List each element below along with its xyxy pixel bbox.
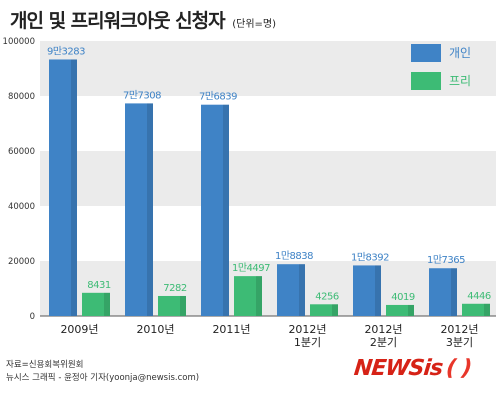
series1-bar (277, 264, 305, 316)
y-tick-label: 80000 (8, 92, 35, 102)
chart-title-text: 개인 및 프리워크아웃 신청자 (10, 10, 226, 32)
series1-bar (353, 265, 381, 316)
logo-paren: ( ) (444, 356, 473, 381)
series2-value-label: 8431 (87, 280, 111, 291)
credit-line: 뉴시스 그래픽 - 윤정아 기자(yoonja@newsis.com) (6, 373, 200, 383)
y-tick-label: 20000 (8, 257, 35, 267)
series2-bar (234, 276, 262, 316)
series1-value-label: 1만8392 (351, 251, 389, 263)
series2-value-label: 4446 (467, 291, 491, 302)
series2-value-label: 7282 (163, 283, 187, 294)
series2-bar-shade (484, 303, 490, 316)
source-line: 자료=신용회복위원회 (6, 360, 84, 370)
series1-bar-shade (451, 268, 457, 316)
series1-value-label: 7만6839 (199, 91, 237, 103)
series1-bar (429, 268, 457, 316)
y-tick-label: 60000 (8, 147, 35, 157)
series1-value-label: 9만3283 (47, 45, 85, 57)
series1-value-label: 7만7308 (123, 89, 161, 101)
series2-bar (158, 295, 186, 316)
series1-value-label: 1만8838 (275, 250, 313, 262)
newsis-logo: NEWSis( ) (353, 356, 473, 381)
series2-bar (386, 304, 414, 316)
series2-bar (310, 304, 338, 316)
x-tick-label: 2012년 (440, 323, 478, 336)
x-tick-label: 2010년 (136, 323, 174, 336)
chart-title: 개인 및 프리워크아웃 신청자 (단위=명) (10, 6, 276, 33)
unit-label: (단위=명) (232, 19, 277, 30)
series2-value-label: 4019 (391, 292, 415, 303)
series1-bar (201, 104, 229, 316)
series2-bar-shade (180, 295, 186, 316)
series2-bar-shade (256, 276, 262, 316)
series2-bar-shade (332, 304, 338, 316)
x-tick-label: 1분기 (294, 336, 321, 349)
series2-value-label: 4256 (315, 291, 339, 302)
series2-bar-shade (408, 304, 414, 316)
series1-value-label: 1만7365 (427, 254, 465, 266)
grid-band (40, 151, 496, 206)
x-tick-label: 2012년 (288, 323, 326, 336)
series1-bar-shade (299, 264, 305, 316)
x-tick-label: 2분기 (370, 336, 397, 349)
logo-text: NEWSis (352, 356, 444, 381)
x-tick-label: 3분기 (446, 336, 473, 349)
legend-swatch (411, 44, 441, 62)
legend-label: 개인 (449, 46, 471, 60)
source-note: 자료=신용회복위원회 뉴시스 그래픽 - 윤정아 기자(yoonja@newsi… (6, 359, 199, 385)
series1-bar (49, 59, 77, 317)
legend-label: 프리 (449, 74, 471, 88)
x-tick-label: 2009년 (60, 323, 98, 336)
y-tick-label: 100000 (3, 37, 35, 47)
series1-bar-shade (71, 59, 77, 317)
series1-bar-shade (223, 104, 229, 316)
series2-bar (82, 292, 110, 316)
series1-bar-shade (375, 265, 381, 316)
series2-bar-shade (104, 292, 110, 316)
series2-value-label: 1만4497 (232, 262, 270, 274)
x-tick-label: 2012년 (364, 323, 402, 336)
y-tick-label: 0 (30, 312, 35, 322)
series1-bar-shade (147, 103, 153, 316)
grid-band (40, 261, 496, 316)
series2-bar (462, 303, 490, 316)
x-tick-label: 2011년 (212, 323, 250, 336)
legend-swatch (411, 72, 441, 90)
y-tick-label: 40000 (8, 202, 35, 212)
series1-bar (125, 103, 153, 316)
